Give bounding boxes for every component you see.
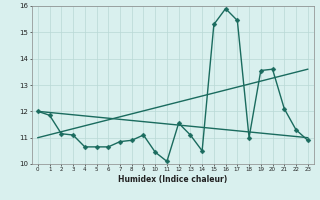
X-axis label: Humidex (Indice chaleur): Humidex (Indice chaleur) <box>118 175 228 184</box>
